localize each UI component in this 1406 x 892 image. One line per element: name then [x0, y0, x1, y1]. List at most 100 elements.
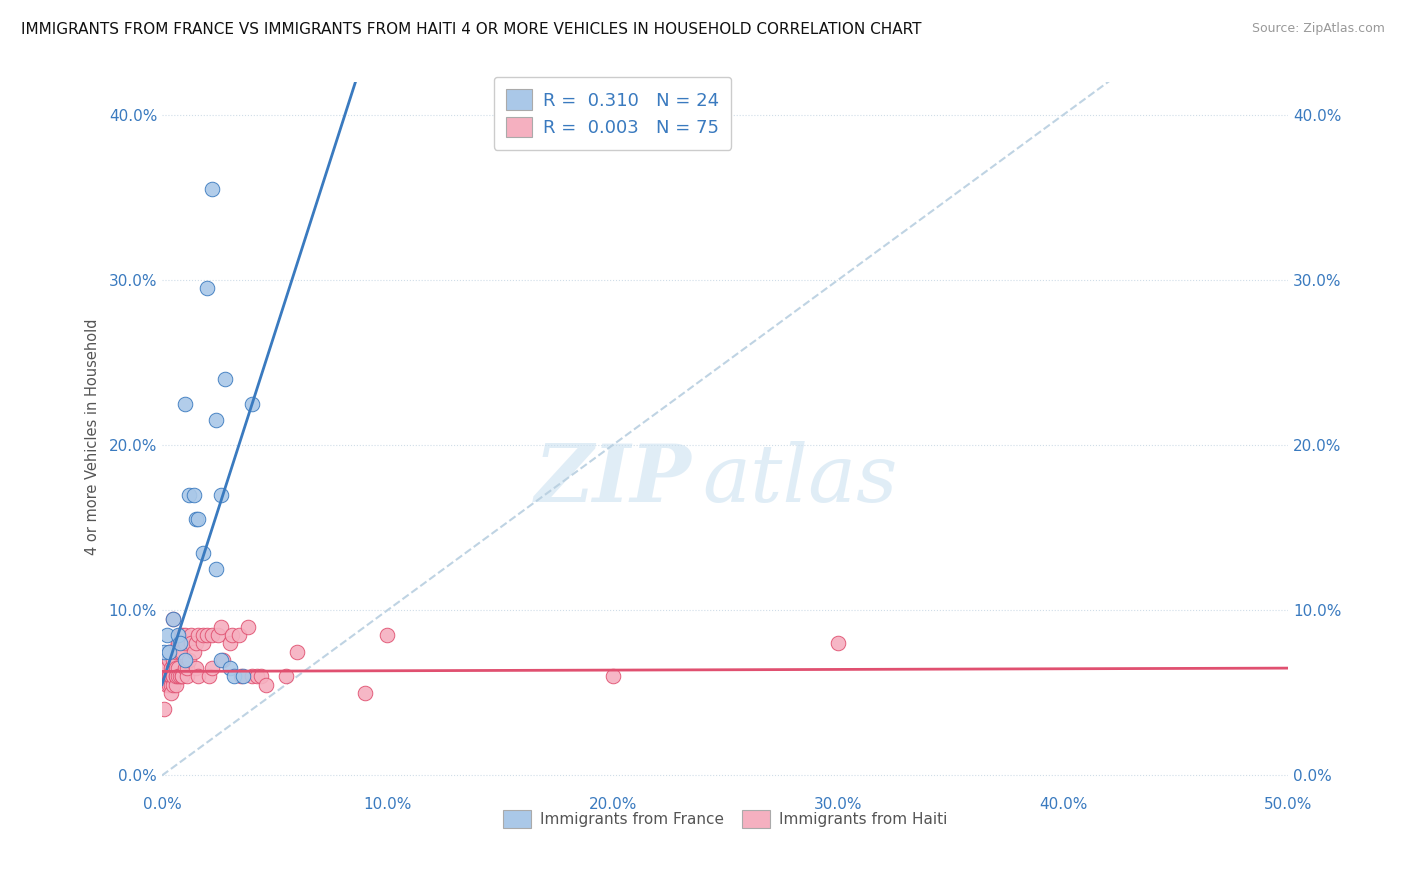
Point — [157, 669, 180, 683]
Point — [173, 628, 195, 642]
Legend: Immigrants from France, Immigrants from Haiti: Immigrants from France, Immigrants from … — [498, 805, 953, 834]
Point — [165, 678, 187, 692]
Point — [162, 661, 184, 675]
Point — [211, 653, 233, 667]
Point — [160, 686, 183, 700]
Point — [200, 661, 222, 675]
Point — [172, 669, 194, 683]
Point — [160, 661, 183, 675]
Point — [180, 636, 202, 650]
Point — [165, 669, 187, 683]
Point — [209, 488, 232, 502]
Point — [172, 669, 194, 683]
Point — [218, 636, 240, 650]
Point — [250, 669, 273, 683]
Point — [155, 628, 177, 642]
Point — [155, 678, 177, 692]
Point — [195, 628, 218, 642]
Point — [184, 661, 207, 675]
Text: Source: ZipAtlas.com: Source: ZipAtlas.com — [1251, 22, 1385, 36]
Point — [157, 644, 180, 658]
Point — [166, 661, 188, 675]
Point — [229, 669, 252, 683]
Point — [246, 669, 269, 683]
Point — [162, 678, 184, 692]
Point — [176, 661, 198, 675]
Point — [180, 628, 202, 642]
Point — [254, 678, 277, 692]
Point — [232, 669, 254, 683]
Text: IMMIGRANTS FROM FRANCE VS IMMIGRANTS FROM HAITI 4 OR MORE VEHICLES IN HOUSEHOLD : IMMIGRANTS FROM FRANCE VS IMMIGRANTS FRO… — [21, 22, 921, 37]
Text: atlas: atlas — [703, 441, 898, 518]
Point — [183, 644, 205, 658]
Point — [162, 611, 184, 625]
Point — [169, 644, 191, 658]
Point — [209, 653, 232, 667]
Point — [162, 653, 184, 667]
Point — [169, 628, 191, 642]
Point — [827, 636, 849, 650]
Point — [153, 644, 176, 658]
Point — [157, 653, 180, 667]
Point — [173, 397, 195, 411]
Point — [166, 669, 188, 683]
Point — [187, 669, 209, 683]
Point — [166, 636, 188, 650]
Point — [165, 644, 187, 658]
Point — [183, 488, 205, 502]
Point — [187, 628, 209, 642]
Point — [155, 669, 177, 683]
Point — [153, 702, 176, 716]
Point — [240, 397, 263, 411]
Point — [155, 661, 177, 675]
Point — [169, 669, 191, 683]
Point — [173, 653, 195, 667]
Point — [160, 644, 183, 658]
Point — [222, 669, 245, 683]
Point — [209, 620, 232, 634]
Point — [160, 669, 183, 683]
Point — [165, 669, 187, 683]
Point — [198, 669, 221, 683]
Point — [162, 669, 184, 683]
Point — [177, 488, 200, 502]
Text: ZIP: ZIP — [534, 441, 692, 518]
Point — [221, 628, 243, 642]
Point — [236, 620, 259, 634]
Point — [173, 661, 195, 675]
Point — [160, 678, 183, 692]
Point — [157, 669, 180, 683]
Point — [218, 661, 240, 675]
Point — [285, 644, 308, 658]
Point — [166, 636, 188, 650]
Point — [172, 628, 194, 642]
Point — [184, 512, 207, 526]
Point — [200, 628, 222, 642]
Point — [157, 678, 180, 692]
Point — [162, 611, 184, 625]
Point — [187, 512, 209, 526]
Point — [207, 628, 229, 642]
Point — [240, 669, 263, 683]
Point — [165, 661, 187, 675]
Point — [375, 628, 398, 642]
Point — [157, 644, 180, 658]
Point — [176, 669, 198, 683]
Point — [162, 669, 184, 683]
Point — [172, 644, 194, 658]
Point — [195, 281, 218, 295]
Y-axis label: 4 or more Vehicles in Household: 4 or more Vehicles in Household — [86, 318, 100, 555]
Point — [274, 669, 297, 683]
Point — [353, 686, 375, 700]
Point — [602, 669, 624, 683]
Point — [191, 636, 214, 650]
Point — [173, 636, 195, 650]
Point — [169, 636, 191, 650]
Point — [184, 636, 207, 650]
Point — [205, 413, 228, 427]
Point — [191, 628, 214, 642]
Point — [177, 653, 200, 667]
Point — [191, 545, 214, 559]
Point — [166, 628, 188, 642]
Point — [160, 669, 183, 683]
